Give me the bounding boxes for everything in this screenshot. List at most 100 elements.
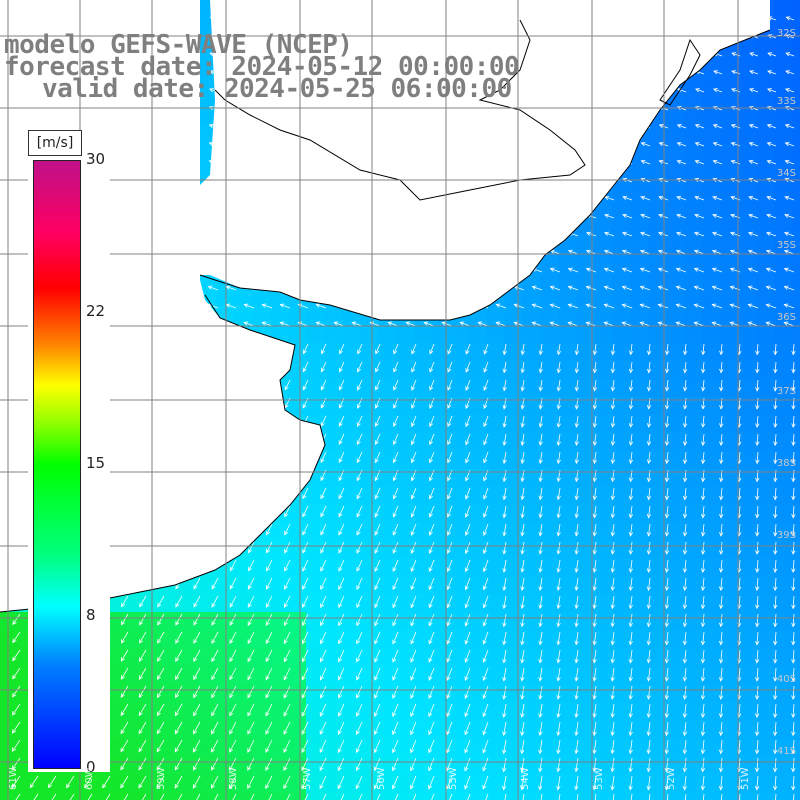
field-cell: [558, 360, 576, 378]
field-cell: [702, 216, 720, 234]
wind-arrow: [664, 541, 670, 555]
field-cell: [432, 738, 450, 756]
field-cell: [774, 180, 792, 198]
field-cell: [684, 90, 702, 108]
wind-arrow: [765, 285, 777, 291]
field-cell: [558, 252, 576, 270]
wind-arrow: [747, 285, 759, 291]
wind-arrow: [428, 685, 435, 700]
field-cell: [468, 720, 486, 738]
field-cell: [324, 504, 342, 522]
wind-arrow: [755, 703, 760, 719]
field-cell: [270, 630, 288, 648]
field-cell: [360, 648, 378, 666]
field-cell: [558, 504, 576, 522]
field-cell: [702, 522, 720, 540]
wind-arrow: [676, 124, 687, 129]
field-cell: [432, 558, 450, 576]
field-cell: [378, 522, 396, 540]
wind-arrow: [356, 667, 363, 681]
field-cell: [504, 648, 522, 666]
wind-arrow: [719, 361, 724, 374]
field-cell: [450, 450, 468, 468]
wind-arrow: [718, 721, 724, 737]
wind-arrow: [333, 321, 345, 327]
field-cell: [756, 558, 774, 576]
wind-arrow: [410, 487, 417, 500]
wind-arrow: [446, 685, 453, 700]
field-cell: [396, 684, 414, 702]
field-cell: [738, 540, 756, 558]
field-cell: [378, 792, 396, 800]
field-cell: [468, 756, 486, 774]
field-cell: [738, 594, 756, 612]
wind-arrow: [193, 631, 201, 644]
field-cell: [396, 594, 414, 612]
field-cell: [216, 684, 234, 702]
field-cell: [594, 738, 612, 756]
wind-arrow: [265, 667, 273, 681]
field-cell: [522, 684, 540, 702]
field-cell: [234, 684, 252, 702]
field-cell: [486, 720, 504, 738]
field-cell: [144, 720, 162, 738]
field-cell: [378, 684, 396, 702]
field-cell: [126, 612, 144, 630]
wind-arrow: [574, 595, 579, 610]
wind-arrow: [520, 379, 525, 392]
wind-arrow: [711, 285, 723, 291]
wind-arrow: [664, 415, 670, 428]
field-cell: [504, 450, 522, 468]
wind-arrow: [392, 631, 399, 645]
wind-arrow: [120, 703, 129, 717]
field-cell: [738, 468, 756, 486]
field-cell: [558, 342, 576, 360]
wind-arrow: [319, 775, 327, 790]
field-cell: [504, 612, 522, 630]
field-cell: [702, 576, 720, 594]
wind-arrow: [558, 793, 561, 800]
wind-arrow: [211, 757, 219, 771]
field-cell: [450, 324, 468, 342]
field-cell: [792, 720, 800, 738]
field-cell: [468, 324, 486, 342]
wind-arrow: [538, 757, 543, 773]
wind-arrow: [693, 231, 705, 237]
wind-arrow: [175, 685, 183, 699]
wind-arrow: [664, 667, 670, 682]
wind-arrow: [773, 703, 778, 719]
field-cell: [648, 432, 666, 450]
field-cell: [342, 612, 360, 630]
field-cell: [738, 324, 756, 342]
wind-arrow: [411, 379, 417, 391]
wind-arrow: [556, 703, 561, 718]
wind-arrow: [576, 793, 579, 800]
field-cell: [774, 576, 792, 594]
field-cell: [468, 630, 486, 648]
field-cell: [612, 684, 630, 702]
wind-arrow: [556, 577, 561, 592]
wind-arrow: [646, 703, 651, 719]
wind-arrow: [556, 757, 561, 773]
field-cell: [558, 720, 576, 738]
wind-arrow: [211, 577, 219, 590]
wind-arrow: [283, 649, 291, 663]
wind-arrow: [465, 487, 471, 500]
wind-arrow: [447, 343, 453, 355]
wind-arrow: [464, 703, 471, 718]
wind-arrow: [338, 379, 345, 391]
wind-arrow: [320, 559, 327, 572]
wind-arrow: [773, 433, 778, 447]
wind-arrow: [785, 16, 795, 21]
wind-arrow: [754, 739, 760, 755]
wind-arrow: [646, 739, 651, 755]
field-cell: [234, 630, 252, 648]
field-cell: [0, 612, 18, 630]
lat-label: 35S: [776, 240, 796, 251]
wind-arrow: [657, 321, 669, 327]
field-cell: [738, 666, 756, 684]
field-cell: [324, 594, 342, 612]
wind-arrow: [556, 685, 561, 700]
wind-arrow: [337, 739, 345, 754]
wind-arrow: [675, 321, 687, 327]
